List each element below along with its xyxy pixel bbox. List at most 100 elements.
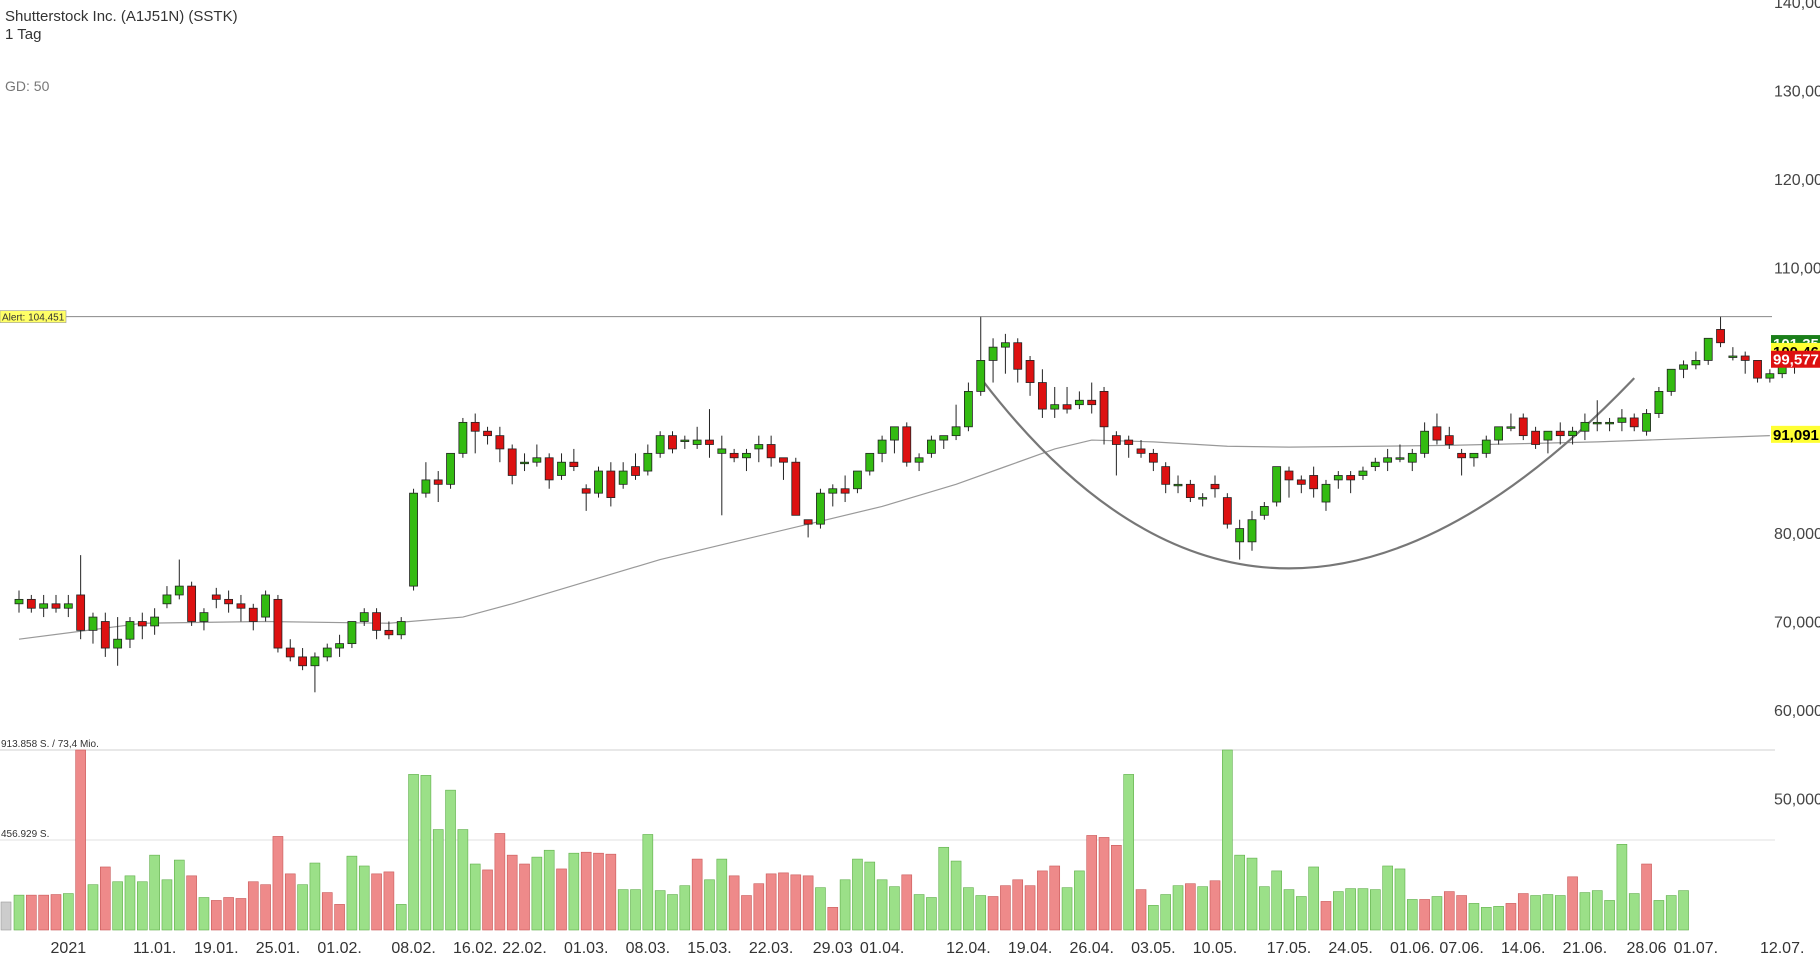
candle-body: [1185, 483, 1195, 499]
candle-body: [557, 461, 566, 476]
candle-body: [1148, 452, 1158, 463]
candle-body: [1346, 475, 1356, 481]
price-tag-label: 99,577: [1773, 352, 1819, 369]
volume-bar: [716, 858, 728, 931]
x-tick-label: 07.06.: [1439, 940, 1483, 957]
candle-body: [1444, 435, 1454, 445]
volume-bar: [987, 896, 999, 931]
volume-bar: [531, 856, 543, 931]
candle-body: [618, 470, 628, 485]
candle-body: [1259, 506, 1269, 516]
candle-body: [199, 612, 209, 622]
volume-bar: [1406, 899, 1418, 931]
y-tick-label: 50,000: [1774, 792, 1820, 809]
candle-body: [544, 457, 554, 481]
volume-bar: [371, 873, 382, 931]
volume-bar: [482, 869, 493, 931]
volume-bar: [1246, 857, 1258, 931]
candle-body: [1383, 457, 1393, 463]
candle-body: [421, 479, 431, 494]
x-tick-label: 24.05.: [1328, 940, 1372, 957]
volume-bar: [1554, 895, 1566, 931]
candle-body: [372, 612, 381, 631]
candle-body: [495, 435, 505, 450]
volume-bar: [926, 897, 937, 931]
candle-body: [137, 621, 147, 627]
volume-bar: [445, 789, 456, 931]
candle-body: [729, 452, 739, 459]
candle-body: [779, 457, 788, 463]
candle-body: [890, 426, 899, 441]
volume-bar: [186, 875, 197, 931]
candle-body: [1111, 435, 1121, 445]
candle-body: [680, 439, 690, 442]
y-tick-label: 80,000: [1774, 526, 1820, 543]
candle-body: [384, 629, 394, 636]
candle-body: [63, 603, 73, 609]
candle-body: [14, 598, 24, 605]
volume-bar: [1333, 891, 1344, 931]
candle-body: [76, 594, 86, 631]
volume-bar: [1604, 900, 1615, 931]
volume-bar: [728, 875, 740, 931]
candle-body: [162, 594, 172, 605]
candle-body: [1272, 466, 1282, 503]
volume-bar: [1296, 896, 1307, 931]
volume-bar: [26, 894, 37, 931]
volume-bar: [950, 860, 962, 931]
volume-bar: [137, 881, 148, 931]
volume-bar: [1665, 895, 1677, 931]
volume-bar: [667, 894, 678, 931]
moving-average-label: GD: 50: [5, 78, 50, 94]
candle-body: [51, 603, 61, 609]
volume-bar: [1678, 890, 1689, 931]
candle-body: [1124, 439, 1134, 445]
candle-body: [643, 452, 653, 472]
candle-body: [1679, 364, 1688, 370]
volume-bar: [1567, 876, 1578, 931]
candle-body: [1716, 329, 1725, 344]
volume-bar: [691, 858, 703, 931]
volume-bar: [1431, 896, 1443, 931]
candle-body: [1099, 390, 1109, 428]
candle-body: [1691, 360, 1701, 366]
candle-body: [1494, 426, 1503, 441]
volume-bar: [938, 846, 950, 931]
volume-bar: [802, 875, 814, 931]
x-tick-label: 12.07.: [1760, 940, 1804, 957]
volume-bar: [1456, 895, 1467, 931]
volume-bar: [1061, 887, 1073, 931]
volume-bar: [827, 907, 839, 931]
candle-body: [569, 461, 579, 468]
candle-body: [1395, 457, 1405, 460]
x-tick-label: 29.03: [813, 940, 853, 957]
volume-bar: [1283, 889, 1295, 931]
candle-body: [1457, 452, 1467, 459]
volume-bar: [605, 853, 617, 931]
candle-body: [1605, 421, 1614, 425]
price-tag: [1771, 350, 1820, 368]
candle-body: [951, 426, 961, 437]
x-tick-label: 11.01.: [133, 940, 176, 957]
x-tick-label: 15.03.: [687, 940, 731, 957]
candle-body: [976, 360, 986, 392]
volume-bar: [1098, 837, 1110, 931]
candle-body: [927, 439, 936, 454]
candle-body: [236, 603, 246, 609]
volume-bar: [1209, 880, 1221, 931]
volume-bar: [1012, 879, 1024, 931]
volume-bar: [704, 879, 715, 931]
volume-bar: [1111, 845, 1122, 931]
volume-bar: [617, 889, 629, 931]
candle-body: [458, 421, 468, 454]
candle-body: [606, 470, 616, 498]
candle-body: [273, 598, 283, 649]
candle-body: [791, 461, 801, 516]
candle-body: [125, 621, 135, 640]
volume-bar: [1234, 854, 1245, 931]
candle-body: [705, 439, 714, 445]
candle-body: [1370, 461, 1380, 468]
candle-body: [113, 638, 123, 649]
volume-bar: [346, 855, 358, 931]
